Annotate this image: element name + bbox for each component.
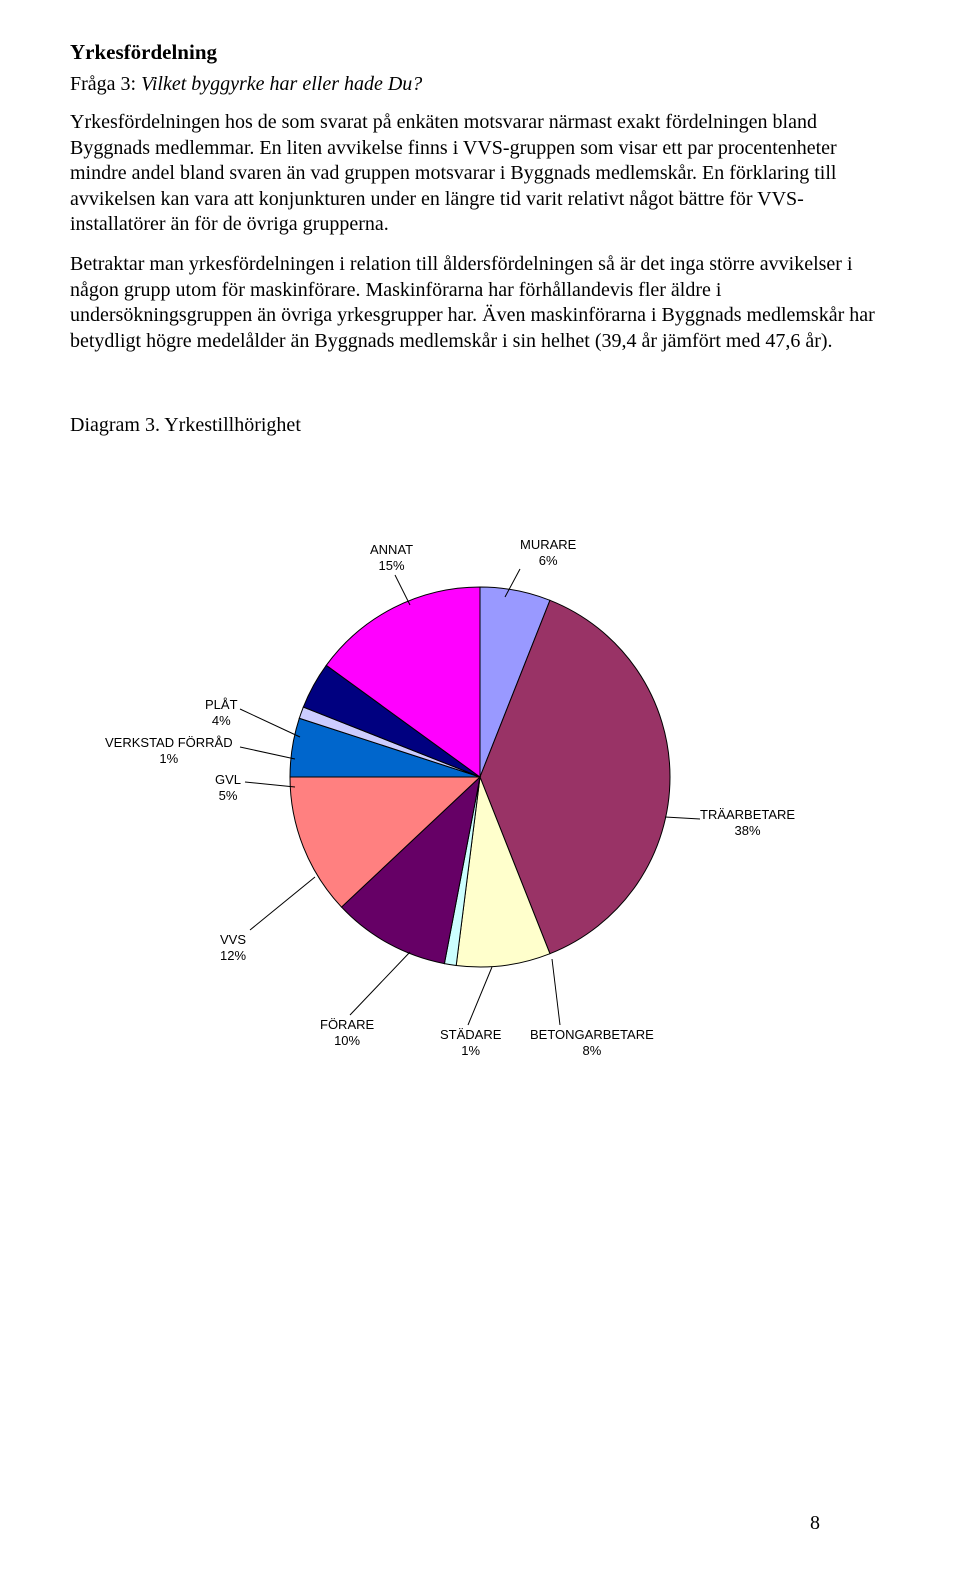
slice-label: TRÄARBETARE38% xyxy=(700,807,795,838)
leader-line xyxy=(240,747,295,759)
paragraph-1: Yrkesfördelningen hos de som svarat på e… xyxy=(70,110,890,238)
section-heading: Yrkesfördelning xyxy=(70,40,890,65)
slice-label-pct: 38% xyxy=(700,823,795,839)
leader-line xyxy=(245,782,295,787)
slice-label-name: BETONGARBETARE xyxy=(530,1027,654,1043)
slice-label-name: VVS xyxy=(220,932,246,948)
leader-line xyxy=(552,959,560,1025)
slice-label-pct: 8% xyxy=(530,1043,654,1059)
slice-label-name: STÄDARE xyxy=(440,1027,501,1043)
slice-label-pct: 6% xyxy=(520,553,576,569)
slice-label-name: VERKSTAD FÖRRÅD xyxy=(105,735,233,751)
slice-label: PLÅT4% xyxy=(205,697,238,728)
slice-label: ANNAT15% xyxy=(370,542,413,573)
slice-label: FÖRARE10% xyxy=(320,1017,374,1048)
slice-label-name: GVL xyxy=(215,772,241,788)
leader-line xyxy=(395,575,410,605)
slice-label-pct: 5% xyxy=(215,788,241,804)
leader-line xyxy=(240,709,300,737)
leader-line xyxy=(665,817,700,819)
diagram-title: Diagram 3. Yrkestillhörighet xyxy=(70,414,890,437)
question-prefix: Fråga 3: xyxy=(70,73,141,95)
slice-label-pct: 1% xyxy=(105,751,233,767)
slice-label-pct: 1% xyxy=(440,1043,501,1059)
slice-label-name: ANNAT xyxy=(370,542,413,558)
slice-label-name: FÖRARE xyxy=(320,1017,374,1033)
slice-label-name: TRÄARBETARE xyxy=(700,807,795,823)
paragraph-2: Betraktar man yrkesfördelningen i relati… xyxy=(70,252,890,354)
leader-line xyxy=(350,952,410,1015)
leader-line xyxy=(250,877,315,930)
slice-label-pct: 15% xyxy=(370,558,413,574)
slice-label: GVL5% xyxy=(215,772,241,803)
question-text: Vilket byggyrke har eller hade Du? xyxy=(141,73,422,95)
slice-label-pct: 12% xyxy=(220,948,246,964)
pie-svg xyxy=(90,477,870,1117)
slice-label: MURARE6% xyxy=(520,537,576,568)
pie-chart: MURARE6% TRÄARBETARE38% BETONGARBETARE8% ST… xyxy=(90,477,870,1117)
slice-label-pct: 10% xyxy=(320,1033,374,1049)
page-number: 8 xyxy=(810,1512,820,1535)
slice-label-pct: 4% xyxy=(205,713,238,729)
slice-label: BETONGARBETARE8% xyxy=(530,1027,654,1058)
question-line: Fråga 3: Vilket byggyrke har eller hade … xyxy=(70,73,890,96)
slice-label-name: PLÅT xyxy=(205,697,238,713)
slice-label: STÄDARE1% xyxy=(440,1027,501,1058)
leader-line xyxy=(468,967,492,1025)
slice-label-name: MURARE xyxy=(520,537,576,553)
slice-label: VERKSTAD FÖRRÅD1% xyxy=(105,735,233,766)
slice-label: VVS12% xyxy=(220,932,246,963)
